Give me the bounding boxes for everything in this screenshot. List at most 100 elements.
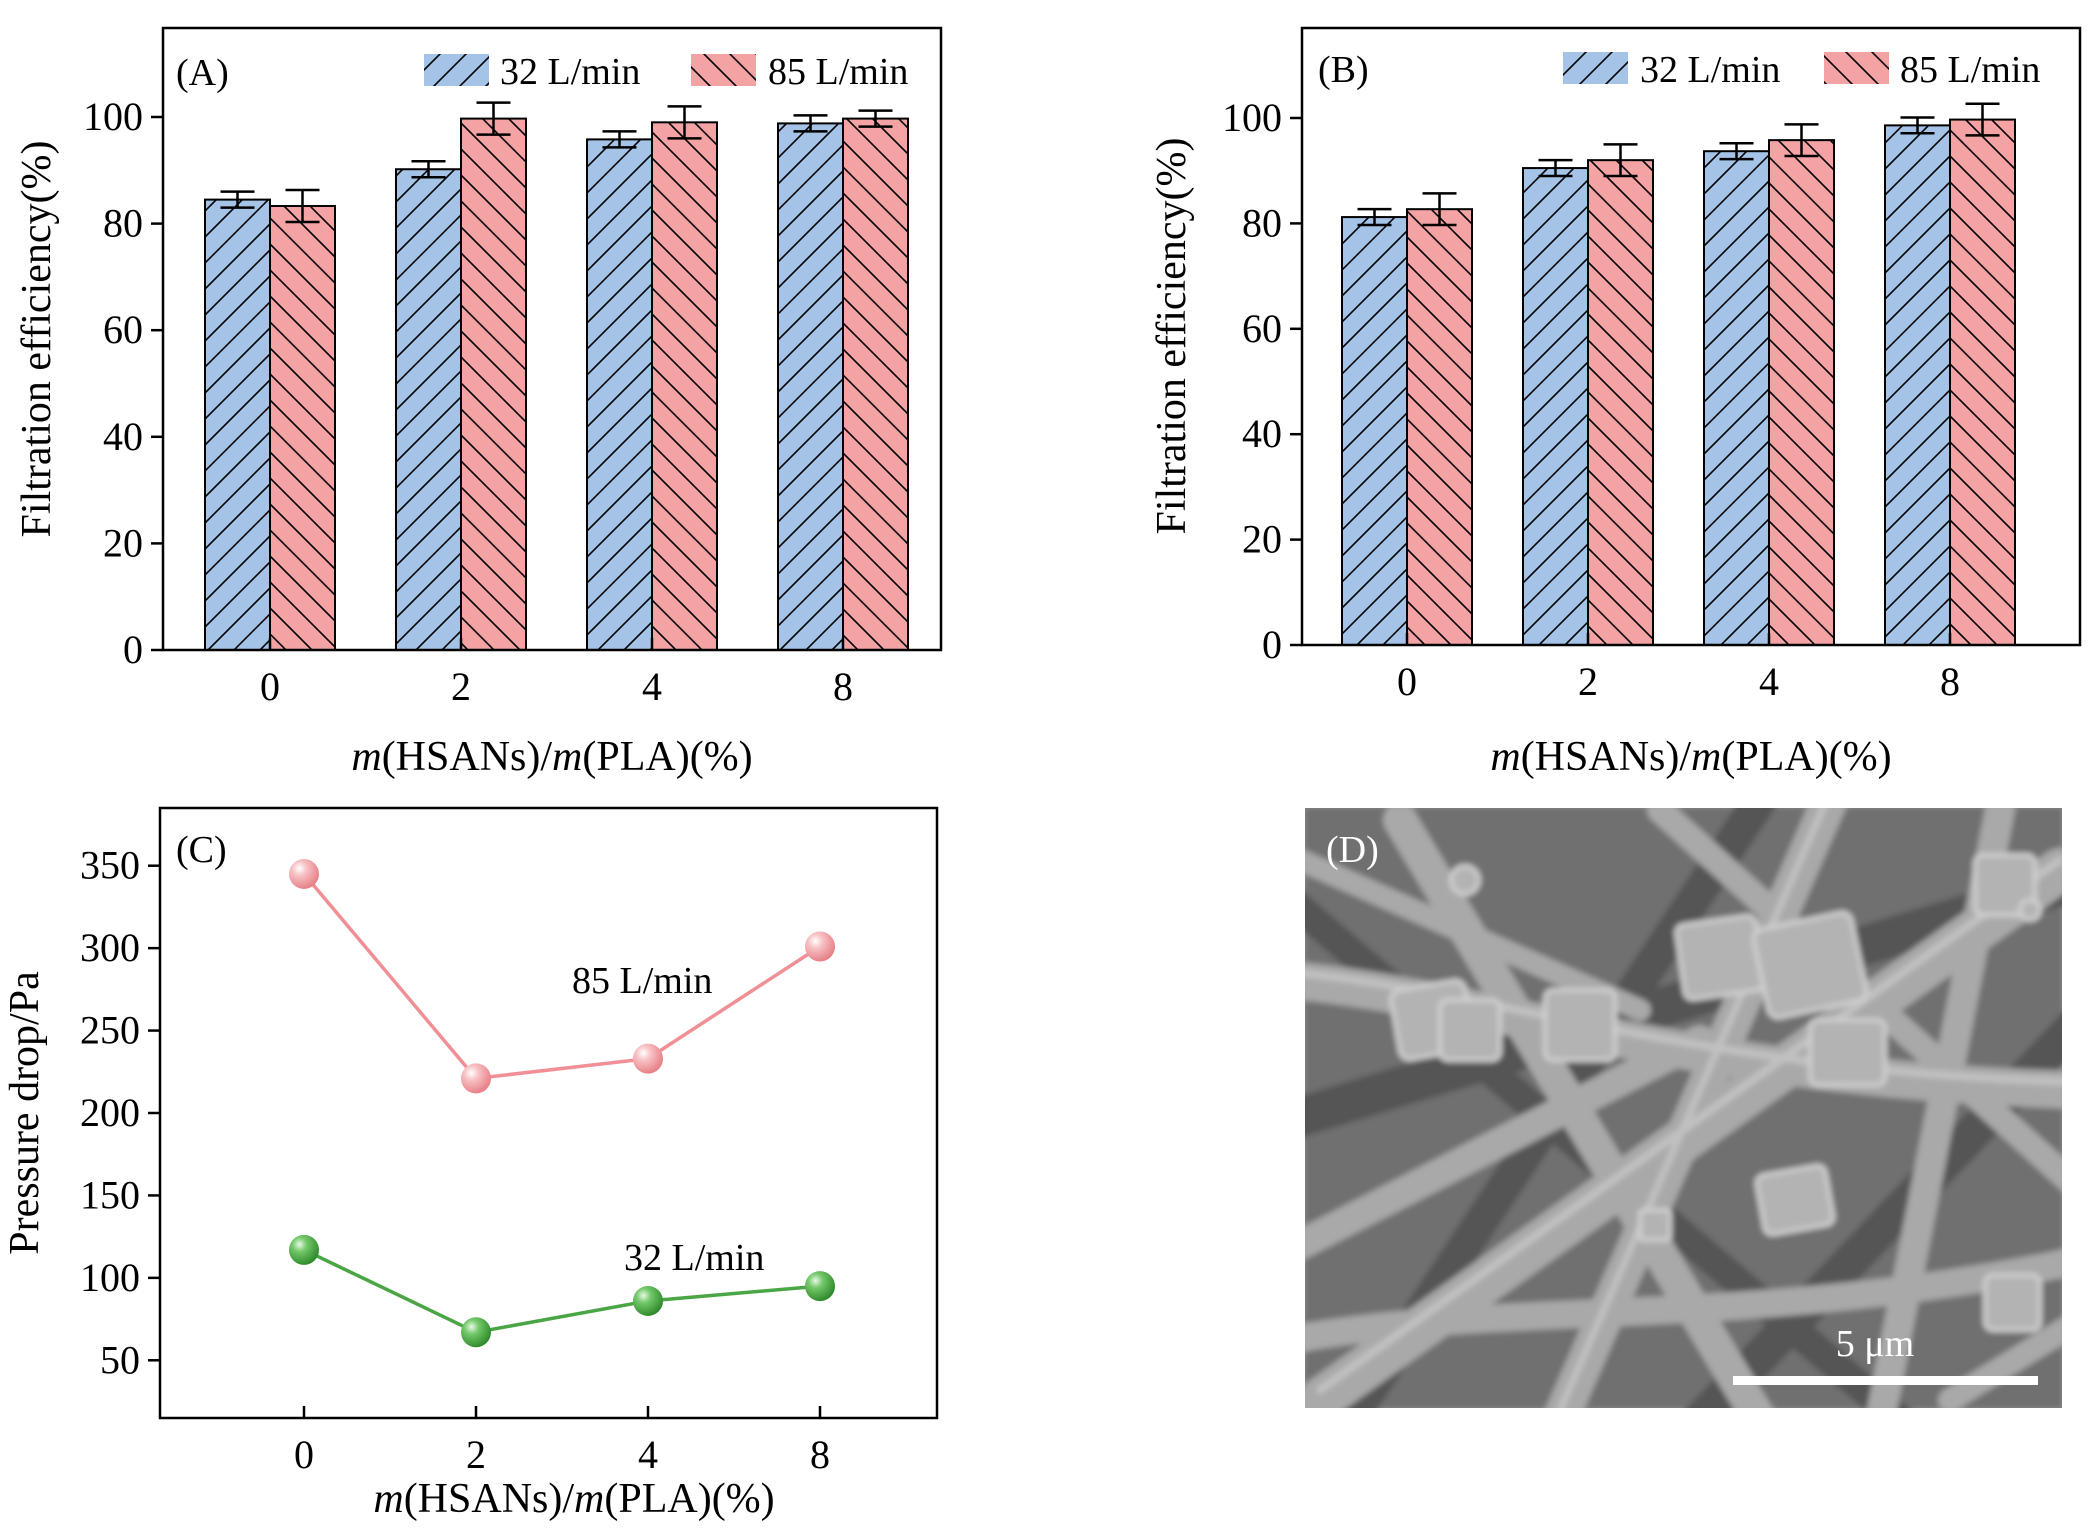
scale-bar-label: 5 μm	[1836, 1323, 1914, 1365]
error-bar-a-8-85	[858, 109, 893, 128]
scale-bar	[1733, 1376, 2038, 1385]
bar-a-4-32	[586, 138, 653, 652]
line-85	[302, 872, 821, 1081]
panel-c-x-ticks: 0 2 4 8	[294, 1406, 830, 1477]
bar-b-4-32	[1703, 150, 1770, 647]
bar-a-0-32	[204, 198, 271, 652]
y-tick-label: 40	[1242, 411, 1282, 456]
bar-a-0-85	[269, 205, 336, 652]
line-32	[303, 1248, 821, 1335]
panel-d-sem-image: (D) 5 μm	[1305, 808, 2062, 1408]
y-tick-label: 100	[1222, 95, 1282, 140]
error-bar-b-2-32	[1538, 158, 1573, 178]
panel-b-legend: 32 L/min 85 L/min	[1563, 49, 2040, 91]
panel-b-error-bars	[1357, 102, 2000, 227]
x-tick-label: 8	[810, 1432, 830, 1477]
y-tick-label: 40	[103, 414, 143, 459]
panel-b-y-ticks: 0 20 40 60 80 100	[1222, 95, 1302, 667]
bar-a-8-85	[842, 117, 909, 651]
error-bar-a-2-32	[411, 159, 446, 179]
legend-label-85: 85 L/min	[768, 51, 908, 93]
x-tick-label: 0	[260, 664, 280, 709]
point-85-2	[461, 1063, 491, 1094]
y-tick-label: 80	[1242, 200, 1282, 245]
bar-a-2-85	[460, 117, 527, 651]
panel-a-y-axis-label: Filtration efficiency(%)	[14, 141, 60, 538]
legend-label-32: 32 L/min	[500, 51, 640, 93]
x-tick-label: 0	[294, 1432, 314, 1477]
panel-c-x-axis-label: m(HSANs)/m(PLA)(%)	[373, 1476, 774, 1522]
series-label-85: 85 L/min	[572, 960, 712, 1002]
y-tick-label: 20	[1242, 517, 1282, 562]
y-tick-label: 20	[103, 520, 143, 565]
y-tick-label: 60	[1242, 306, 1282, 351]
panel-a-x-ticks: 0 2 4 8	[260, 638, 853, 709]
x-tick-label: 8	[1940, 659, 1960, 704]
legend-label-85: 85 L/min	[1900, 49, 2040, 91]
legend-label-32: 32 L/min	[1640, 49, 1780, 91]
error-bar-b-2-85	[1603, 143, 1638, 178]
bar-a-8-32	[777, 122, 844, 651]
y-tick-label: 350	[80, 843, 140, 888]
bar-b-0-85	[1406, 208, 1473, 647]
x-tick-label: 8	[833, 664, 853, 709]
y-tick-label: 300	[80, 925, 140, 970]
error-bar-a-2-85	[476, 101, 511, 136]
bar-b-2-32	[1522, 167, 1589, 646]
point-85-0	[289, 858, 319, 889]
point-85-4	[633, 1043, 663, 1074]
y-tick-label: 0	[123, 627, 143, 672]
error-bar-a-8-32	[793, 114, 828, 133]
error-bar-b-8-85	[1965, 102, 2000, 137]
error-bar-a-0-85	[285, 188, 320, 224]
x-tick-label: 2	[1578, 659, 1598, 704]
series-label-32: 32 L/min	[624, 1237, 764, 1279]
panel-b-y-axis-label: Filtration efficiency(%)	[1149, 138, 1195, 535]
x-tick-label: 4	[1759, 659, 1779, 704]
panel-d-label: (D)	[1326, 829, 1379, 871]
y-tick-label: 80	[103, 201, 143, 246]
panel-b-bars	[1341, 118, 2016, 647]
bar-b-2-85	[1587, 159, 1654, 646]
bar-b-8-85	[1949, 118, 2016, 647]
y-tick-label: 150	[80, 1172, 140, 1217]
error-bar-a-4-32	[602, 130, 637, 149]
panel-c-y-axis-label: Pressure drop/Pa	[2, 971, 48, 1255]
point-85-8	[805, 931, 835, 962]
x-tick-label: 2	[451, 664, 471, 709]
panel-c-lines	[302, 872, 821, 1335]
point-32-8	[805, 1271, 835, 1302]
y-tick-label: 100	[80, 1255, 140, 1300]
error-bar-b-4-85	[1784, 123, 1819, 158]
error-bar-b-4-32	[1719, 142, 1754, 161]
panel-b-x-ticks: 0 2 4 8	[1397, 633, 1960, 704]
bar-a-2-32	[395, 168, 462, 651]
panel-b-plot-frame	[1300, 26, 2082, 647]
point-32-0	[289, 1234, 319, 1265]
panel-a-label: (A)	[176, 52, 229, 94]
x-tick-label: 0	[1397, 659, 1417, 704]
panel-c-label: (C)	[176, 829, 227, 871]
panel-a-x-axis-label: m(HSANs)/m(PLA)(%)	[351, 734, 752, 780]
error-bar-b-8-32	[1900, 116, 1935, 135]
panel-a-error-bars	[220, 101, 893, 224]
panel-a-y-ticks: 0 20 40 60 80 100	[83, 94, 163, 672]
error-bar-a-0-32	[220, 190, 255, 209]
y-tick-label: 50	[100, 1337, 140, 1382]
y-tick-label: 250	[80, 1008, 140, 1053]
y-tick-label: 100	[83, 94, 143, 139]
bar-a-4-85	[651, 121, 718, 651]
bar-b-4-85	[1768, 139, 1835, 646]
panel-b-label: (B)	[1318, 49, 1369, 91]
panel-b-x-axis-label: m(HSANs)/m(PLA)(%)	[1490, 734, 1891, 780]
panel-c-points	[289, 858, 835, 1348]
panel-c-plot-frame	[158, 806, 939, 1420]
y-tick-label: 60	[103, 307, 143, 352]
point-32-2	[461, 1317, 491, 1348]
panel-c-y-ticks: 50 100 150 200 250 300 350	[80, 843, 160, 1382]
x-tick-label: 4	[638, 1432, 658, 1477]
error-bar-b-0-32	[1357, 207, 1392, 227]
